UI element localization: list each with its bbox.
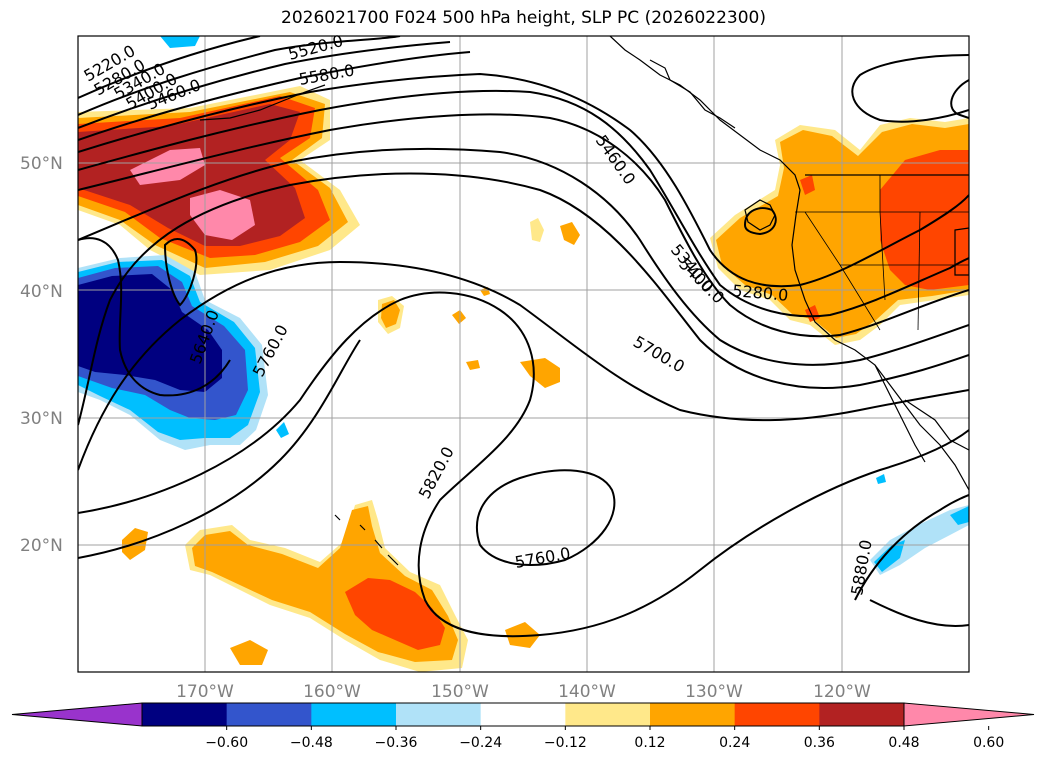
lat-label-20n: 20°N: [20, 536, 63, 556]
lat-label-40n: 40°N: [20, 282, 63, 302]
lat-label-50n: 50°N: [20, 154, 63, 174]
lon-label-120w: 120°W: [813, 682, 871, 702]
us-west-coast: [791, 189, 969, 491]
latitude-labels: 50°N 40°N 30°N 20°N: [20, 154, 63, 556]
lat-label-30n: 30°N: [20, 409, 63, 429]
colorbar-tick-label: −0.12: [544, 735, 587, 751]
coastlines: [199, 36, 969, 566]
colorbar-frame: [141, 702, 905, 727]
height-contours: [78, 36, 969, 638]
contour-5460-w: [78, 72, 969, 288]
warm-blob-6: [520, 358, 560, 388]
contour-label-5580: 5580.0: [297, 61, 355, 89]
map-title: 2026021700 F024 500 hPa height, SLP PC (…: [281, 8, 766, 28]
colorbar-tick-label: −0.60: [205, 735, 248, 751]
colorbar-tick-label: 0.60: [973, 735, 1004, 751]
lon-label-140w: 140°W: [558, 682, 616, 702]
colorbar-swatch: [819, 703, 905, 726]
contour-label-5280-e: 5280.0: [732, 281, 789, 305]
lon-label-130w: 130°W: [685, 682, 743, 702]
contour-5520: [78, 89, 969, 318]
warm-anomaly-hawaii-red: [345, 578, 445, 650]
shaded-anomaly-fields: [78, 36, 969, 672]
contour-label-5700: 5700.0: [630, 332, 688, 376]
colorbar-tick-label: −0.24: [459, 735, 502, 751]
contour-5760-e: [475, 469, 616, 566]
hawaii-islands: [334, 514, 399, 566]
contour-5580-nw: [163, 238, 198, 307]
contour-5880-e2: [869, 599, 969, 627]
vancouver-island: [744, 199, 776, 231]
state-line-5: [804, 211, 881, 331]
alaska-coast: [609, 36, 801, 191]
lon-label-170w: 170°W: [176, 682, 234, 702]
warm-anomaly-nw-pink-1: [190, 190, 255, 240]
cold-anomaly-small: [276, 422, 289, 438]
colorbar-swatch: [565, 703, 651, 726]
warm-blob-10: [505, 622, 540, 648]
cold-anomaly-core: [78, 274, 222, 392]
longitude-labels: 170°W 160°W 150°W 140°W 130°W 120°W: [176, 682, 871, 702]
colorbar-extend-min: [11, 702, 143, 727]
state-line-4: [917, 211, 921, 331]
contour-5760-w: [78, 260, 969, 471]
colorbar-tick-label: 0.36: [804, 735, 835, 751]
colorbar-swatch: [650, 703, 736, 726]
contour-5640: [78, 147, 969, 366]
aleutian-islands: [199, 84, 326, 121]
contour-label-5880: 5880.0: [847, 538, 875, 596]
contour-5700: [78, 172, 969, 426]
contour-ne: [851, 54, 969, 123]
contour-5400: [78, 51, 471, 141]
colorbar-tick-label: 0.12: [634, 735, 665, 751]
warm-blob-5: [560, 222, 580, 245]
lon-label-150w: 150°W: [431, 682, 489, 702]
baja-peninsula: [874, 364, 926, 463]
bc-coast-islands: [649, 59, 736, 129]
colorbar-swatch: [480, 703, 566, 726]
colorbar-tick-label: 0.24: [719, 735, 750, 751]
contour-5880: [78, 339, 361, 559]
warm-blob-2: [452, 310, 466, 324]
colorbar-swatch: [142, 703, 228, 726]
cold-anomaly-top: [160, 36, 200, 48]
warm-anomaly-wna-red: [880, 150, 969, 290]
warm-anomaly-wna-red-2: [800, 175, 815, 195]
contour-5640-nw: [78, 237, 231, 397]
mexico-coast: [904, 399, 969, 451]
contour-5580: [78, 113, 969, 338]
contour-label-5820: 5820.0: [415, 444, 458, 502]
state-line-3: [879, 175, 886, 301]
colorbar-tick-label: −0.36: [375, 735, 418, 751]
lon-label-160w: 160°W: [303, 682, 361, 702]
colorbar-tick-label: 0.48: [888, 735, 919, 751]
colorbar-swatch: [311, 703, 397, 726]
cold-blob-small: [876, 474, 886, 484]
channel-islands: [954, 227, 969, 276]
contour-5340: [78, 41, 451, 129]
colorbar-swatch: [734, 703, 820, 726]
contour-5220: [78, 36, 261, 99]
contour-small-ring: [743, 207, 777, 236]
contour-5280: [78, 36, 401, 116]
colorbar-tick-label: −0.48: [290, 735, 333, 751]
plot-frame: [77, 35, 970, 673]
contour-5880-e: [854, 494, 969, 601]
warm-blob-7: [466, 360, 480, 370]
contour-label-5760-e: 5760.0: [513, 544, 571, 572]
contour-5820: [78, 291, 969, 638]
colorbar: −0.60 −0.48 −0.36 −0.24 −0.12 0.12 0.24 0.36 0.4…: [11, 702, 1035, 751]
warm-blob-4: [530, 218, 544, 242]
warm-blob-9: [230, 640, 268, 665]
cold-anomaly-baja-inner: [874, 540, 905, 572]
colorbar-swatch: [396, 703, 482, 726]
colorbar-extend-max: [903, 702, 1035, 727]
warm-anomaly-nw-pink-2: [130, 148, 205, 185]
colorbar-swatch: [226, 703, 312, 726]
cold-anomaly-baja-inner-2: [950, 506, 969, 525]
